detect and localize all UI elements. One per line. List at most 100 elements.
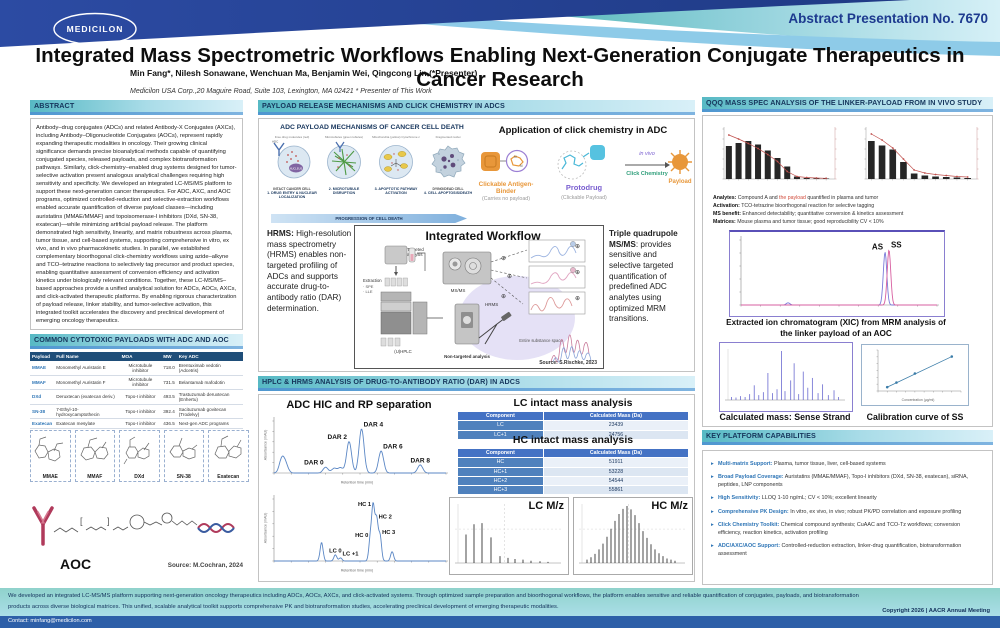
hic-chromatogram: DAR 0 DAR 2 DAR 4 DAR 6 DAR 8 Retention time … — [264, 417, 448, 485]
cell-step-4: Fragmented nuclei DYING/DEAD CELL 4. CEL… — [423, 135, 473, 195]
apoptosis-cell-icon — [379, 145, 413, 179]
mech-title: ADC PAYLOAD MECHANISMS OF CANCER CELL DE… — [280, 124, 464, 131]
hrms-note: HRMS: High-resolution mass spectrometry … — [267, 229, 352, 313]
payload-table-row: SN-38 7-Ethyl-10-hydroxycamptothecin Topo-… — [30, 404, 243, 420]
poster-title: Integrated Mass Spectrometric Workflows … — [35, 44, 965, 91]
linker-structure: [ ] — [53, 512, 198, 533]
msms-label: MS/MS — [451, 288, 466, 293]
click-arrow — [625, 162, 670, 168]
svg-text:HC 0: HC 0 — [355, 533, 368, 539]
extraction-items: · SPE — [363, 284, 374, 289]
substance-space-label: Entire substance space — [519, 338, 563, 343]
payload-release-section-header: PAYLOAD RELEASE MECHANISMS AND CLICK CHE… — [258, 100, 695, 115]
microtubule-cell-icon — [327, 141, 361, 179]
antigen-binder-sub: (Carries no payload) — [482, 196, 530, 202]
svg-text:LC +1: LC +1 — [343, 551, 360, 557]
payload-table-row: Exatecan Exatecan mesylate Topo-I inhibito… — [30, 418, 243, 429]
svg-text:Retention time (min): Retention time (min) — [341, 569, 373, 573]
qqq-section-header: QQQ MASS SPEC ANALYSIS OF THE LINKER-PAY… — [702, 97, 993, 112]
nontargeted-analysis-label: Non-targeted analysis — [444, 354, 490, 359]
capabilities-list: Multi-matrix Support: Plasma, tumor tiss… — [711, 461, 983, 564]
hc-mass-table: Component Calculated Mass (Da) HC 51911 HC+1… — [457, 447, 690, 496]
svg-text:Absorbance (mAU): Absorbance (mAU) — [264, 430, 268, 461]
payload-table-row: MMAF Monomethyl Auristatin F Microtubule i… — [30, 375, 243, 391]
dead-cell-icon — [431, 145, 466, 178]
structure-card: SN-38 — [163, 430, 204, 482]
payload-release-box: ADC PAYLOAD MECHANISMS OF CANCER CELL DE… — [258, 118, 695, 372]
mass-table-row: LC 23439 — [457, 420, 690, 431]
mass-table-row: LC+1 24756 — [457, 429, 690, 440]
payload-table-row: MMAE Monomethyl Auristatin E Microtubule i… — [30, 361, 243, 376]
capability-item: ADC/AXC/AOC Support: Controlled-reductio… — [711, 543, 983, 559]
qqq-analysis-notes: Analytes: Compound A and the payload qua… — [713, 194, 985, 226]
lc-mass-table: Component Calculated Mass (Da) LC 23439 LC+1… — [457, 410, 690, 440]
structure-diagram — [80, 437, 108, 461]
svg-text:Concentration (µg/ml): Concentration (µg/ml) — [902, 398, 935, 402]
intact-cell-icon: NUCLEUS ADC — [272, 140, 311, 179]
capability-item: Click Chemistry Toolkit: Chemical compou… — [711, 522, 983, 538]
structure-diagram — [34, 436, 64, 462]
aoc-label: AOC — [60, 556, 92, 572]
cal-caption: Calibration curve of SS — [866, 412, 964, 422]
footer-contact: Contact: minfang@medicilon.com — [8, 618, 92, 624]
mass-table-row: HC 51911 — [457, 457, 690, 468]
header-swoosh: MEDICILON — [0, 0, 1000, 56]
structure-diagram — [123, 436, 150, 465]
sirna-helix-icon — [197, 523, 235, 533]
extraction-label: Extraction — [363, 278, 382, 283]
footer-contact-bar: Contact: minfang@medicilon.com — [0, 616, 1000, 628]
structure-diagram — [169, 437, 197, 460]
svg-text:Absorbance (mAU): Absorbance (mAU) — [264, 513, 268, 544]
qqq-note: Triple quadrupole MS/MS: provides sensit… — [609, 229, 678, 324]
svg-text:· LLE: · LLE — [363, 289, 373, 294]
hrms-instrument-label: HRMS — [485, 302, 498, 307]
payload-icon — [668, 150, 692, 174]
hc-mz-spectrum — [579, 504, 685, 564]
qqq-bar-chart-2 — [864, 127, 979, 181]
cell-step-3: Mitochondria (yellow) Cytochrome c 3. AP… — [372, 135, 420, 196]
payload-label: Payload — [668, 179, 692, 185]
svg-text:⊕: ⊕ — [575, 244, 580, 250]
svg-text:HC 1: HC 1 — [358, 502, 372, 508]
svg-text:DAR 8: DAR 8 — [410, 457, 430, 464]
aoc-source: Source: M.Cochran, 2024 — [167, 562, 243, 569]
cell-step-1: Free drug molecules (red) NUCLEUS ADC IN… — [267, 135, 317, 200]
dar-box: ADC HIC and RP separation DAR 0 DAR 2 DAR … — [258, 394, 695, 582]
click-title: Application of click chemistry in ADC — [498, 125, 668, 136]
lc-mz-label: LC M/z — [528, 500, 564, 512]
svg-text:⊕: ⊕ — [501, 294, 506, 300]
hc-mz-label: HC M/z — [651, 500, 688, 512]
structure-card: Exatecan — [208, 430, 249, 482]
payload-col-header: MW — [161, 352, 177, 361]
lc-mass-title: LC intact mass analysis — [513, 397, 633, 409]
payload-table: Payload Full Name MOA MW Key ADC MMAE Monomet… — [30, 352, 243, 429]
svg-text:⊕: ⊕ — [575, 296, 580, 302]
mass-table-row: HC+3 55861 — [457, 484, 690, 496]
lc-mz-spectrum — [455, 504, 561, 564]
abstract-body: Antibody–drug conjugates (ADCs) and rela… — [36, 125, 237, 325]
capabilities-section-header: KEY PLATFORM CAPABILITIES — [702, 430, 993, 445]
ssms-panel — [719, 342, 853, 412]
workflow-source: Source: S.Rischke, 2023 — [539, 360, 597, 366]
capability-item: Broad Payload Coverage: Auristatins (MMA… — [711, 474, 983, 490]
svg-text:DAR 6: DAR 6 — [383, 443, 403, 450]
payload-table-header-row: Payload Full Name MOA MW Key ADC — [30, 352, 243, 361]
dar-section-header: HPLC & HRMS ANALYSIS OF DRUG-TO-ANTIBODY… — [258, 376, 695, 391]
analysis-line: Activation: TCO-tetrazine bioorthogonal … — [713, 203, 875, 210]
abstract-section-header: ABSTRACT — [30, 100, 243, 115]
antibody-icon — [32, 506, 54, 546]
structure-card: MMAE — [30, 430, 71, 482]
svg-text:HC 2: HC 2 — [379, 514, 392, 520]
lc-mz-panel: LC M/z — [449, 497, 569, 575]
workflow-figure: Integrated Workflow Targeted analysis Ex… — [354, 225, 604, 369]
sample-vials — [384, 277, 408, 287]
abstract-box: Antibody–drug conjugates (ADCs) and rela… — [30, 118, 243, 330]
footer-banner: We developed an integrated LC-MS/MS plat… — [0, 588, 1000, 616]
payload-table-row: DXd Deruxtecan (exatecan deriv.) Topo-I in… — [30, 389, 243, 405]
capability-item: Multi-matrix Support: Plasma, tumor tiss… — [711, 461, 983, 469]
payload-structures: MMAE MMAF DXd SN-38 Exatecan — [30, 430, 249, 482]
protodrug-icon — [557, 145, 605, 180]
capability-item: Comprehensive PK Design: In vitro, ex vi… — [711, 509, 983, 517]
payload-col-header: Full Name — [54, 352, 120, 361]
svg-text:]: ] — [107, 516, 110, 526]
